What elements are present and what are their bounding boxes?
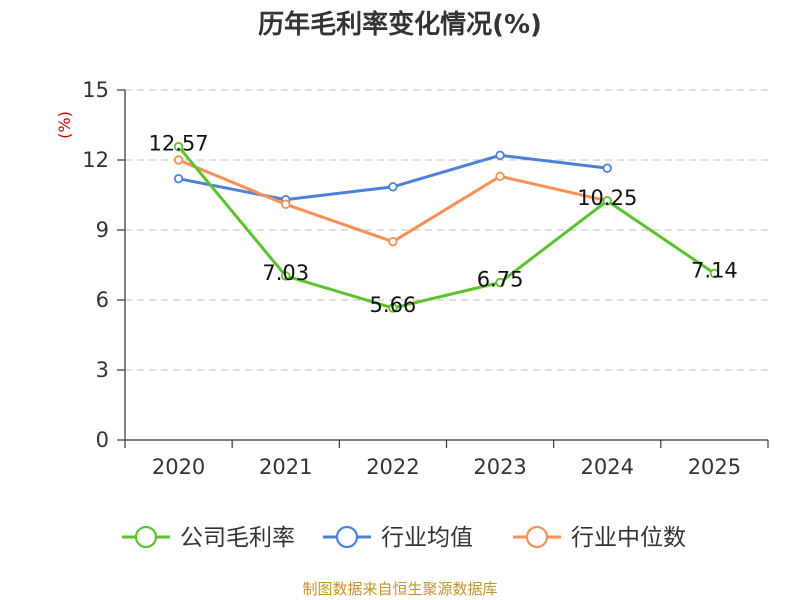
data-point xyxy=(495,277,505,288)
x-tick-label: 2023 xyxy=(473,455,526,479)
data-point xyxy=(281,199,291,210)
y-tick-label: 12 xyxy=(82,148,109,172)
data-label: 7.03 xyxy=(262,261,309,285)
data-label: 7.14 xyxy=(691,258,738,282)
legend-marker xyxy=(335,525,359,549)
data-point xyxy=(173,173,184,184)
legend: 公司毛利率 行业均值 行业中位数 xyxy=(122,525,686,551)
source-footer: 制图数据来自恒生聚源数据库 xyxy=(302,580,498,598)
legend-marker xyxy=(134,525,158,549)
series-line xyxy=(177,145,716,310)
data-point xyxy=(495,150,505,161)
x-tick-label: 2022 xyxy=(366,455,419,479)
legend-label: 公司毛利率 xyxy=(180,525,295,551)
data-point xyxy=(388,303,398,313)
y-tick-label: 15 xyxy=(82,78,109,102)
y-tick-label: 3 xyxy=(96,358,109,382)
x-tick-label: 2021 xyxy=(259,455,312,479)
x-tick-label: 2020 xyxy=(152,455,205,479)
data-point xyxy=(388,236,398,247)
data-point xyxy=(281,271,291,281)
series-lines xyxy=(173,141,720,313)
data-point xyxy=(173,155,184,165)
grid-lines xyxy=(125,89,768,371)
data-point xyxy=(602,163,612,173)
y-tick-label: 9 xyxy=(96,218,109,242)
data-point xyxy=(495,171,505,182)
data-point xyxy=(388,182,398,192)
chart-title: 历年毛利率变化情况(%) xyxy=(258,10,542,40)
series-line xyxy=(178,153,608,202)
x-tick-label: 2025 xyxy=(688,455,741,479)
y-tick-label: 0 xyxy=(96,428,109,452)
x-tick-label: 2024 xyxy=(581,455,634,479)
data-point xyxy=(709,268,720,279)
data-point xyxy=(173,141,184,152)
legend-label: 行业中位数 xyxy=(571,525,686,551)
data-point xyxy=(602,196,612,206)
data-label: 5.66 xyxy=(370,293,417,317)
data-label: 10.25 xyxy=(577,186,637,210)
y-axis-label: (%) xyxy=(55,111,74,139)
data-label: 12.57 xyxy=(149,132,209,156)
axes: 0 3 6 9 12 15 (%) 2020 2021 2022 2023 2024 2025 xyxy=(55,78,769,479)
legend-marker xyxy=(525,525,549,549)
legend-label: 行业均值 xyxy=(381,525,473,551)
data-label: 6.75 xyxy=(477,268,524,292)
data-labels: 12.57 7.03 5.66 6.75 10.25 7.14 xyxy=(149,132,738,317)
y-tick-label: 6 xyxy=(96,288,109,312)
